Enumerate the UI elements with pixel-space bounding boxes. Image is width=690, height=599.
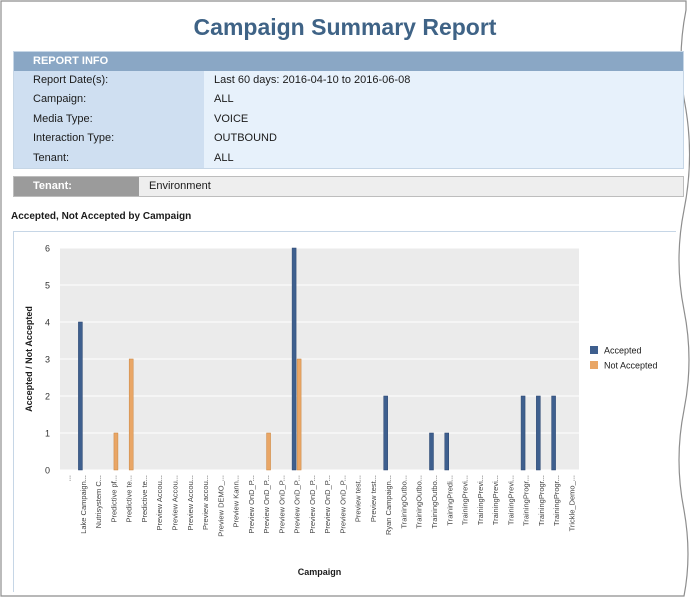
x-tick-label: Preview Kann... <box>232 475 241 528</box>
bar-not-accepted <box>266 432 271 471</box>
bar-not-accepted <box>113 432 119 471</box>
x-tick-label: Predictive te... <box>125 475 134 523</box>
bar-accepted <box>520 395 526 471</box>
bar-accepted <box>291 247 297 471</box>
page-title: Campaign Summary Report <box>193 14 497 40</box>
report-info-value: ALL <box>204 90 683 110</box>
y-tick-label: 0 <box>45 466 50 476</box>
y-tick-label: 2 <box>45 392 50 402</box>
report-info-value: VOICE <box>204 109 683 130</box>
report-info-label: Interaction Type: <box>14 129 204 149</box>
tenant-bar: Tenant: Environment <box>13 176 684 197</box>
report-info-row: Media Type: VOICE <box>14 109 683 130</box>
x-tick-label: Preview OnD_P... <box>293 475 302 534</box>
report-info-row: Interaction Type: OUTBOUND <box>14 129 683 149</box>
bar-accepted <box>383 395 388 471</box>
x-tick-label: Preview Accou... <box>186 475 195 530</box>
x-tick-label: Lake Campaign... <box>79 475 88 534</box>
y-tick-label: 4 <box>45 318 50 328</box>
x-tick-label: Preview DEMO_... <box>216 475 225 537</box>
bar-accepted <box>551 395 556 471</box>
legend-swatch <box>590 346 598 354</box>
chart-container: 0 1 2 3 4 5 6... Lake Campaign... Nutrisystem C.… <box>13 231 676 592</box>
y-tick-label: 1 <box>45 429 50 439</box>
x-tick-label: Trickle_Demo_... <box>567 475 576 531</box>
report-info-value: OUTBOUND <box>204 129 683 149</box>
x-axis-title: Campaign <box>298 567 342 577</box>
x-tick-label: TrainingPrevi... <box>476 475 485 525</box>
y-tick-label: 5 <box>45 281 50 291</box>
bar-accepted <box>78 321 83 471</box>
bar-accepted <box>429 432 434 471</box>
x-tick-label: TrainingProgr... <box>537 475 546 526</box>
x-tick-label: Preview OnD_P... <box>262 475 271 534</box>
x-tick-label: ... <box>64 475 73 481</box>
x-tick-label: Preview accou... <box>201 475 210 530</box>
x-tick-label: TrainingOutbo... <box>430 475 439 529</box>
tenant-label: Tenant: <box>14 177 139 196</box>
report-info-row: Report Date(s): Last 60 days: 2016-04-10… <box>14 71 683 91</box>
legend-label: Accepted <box>604 346 642 356</box>
x-tick-label: TrainingProgr... <box>552 475 561 526</box>
x-tick-label: TrainingOutbo... <box>399 475 408 529</box>
report-info-value: Last 60 days: 2016-04-10 to 2016-06-08 <box>204 71 683 91</box>
y-axis-title: Accepted / Not Accepted <box>24 306 34 412</box>
x-tick-label: Preview test... <box>354 475 363 522</box>
report-info-value: ALL <box>204 148 683 168</box>
report-info-row: Campaign: ALL <box>14 90 683 110</box>
report-info-label: Tenant: <box>14 148 204 168</box>
report-info-table: REPORT INFO Report Date(s): Last 60 days… <box>13 51 684 169</box>
bar-chart: 0 1 2 3 4 5 6... Lake Campaign... Nutrisystem C.… <box>24 244 658 578</box>
report-info-header: REPORT INFO <box>14 52 683 71</box>
x-tick-label: Ryan Campaign... <box>384 475 393 535</box>
report-info-label: Report Date(s): <box>14 71 204 91</box>
x-tick-label: Preview OnD_P... <box>277 475 286 534</box>
chart-heading: Accepted, Not Accepted by Campaign <box>11 211 192 222</box>
y-tick-label: 3 <box>45 355 50 365</box>
x-tick-label: Preview OnD_P... <box>338 475 347 534</box>
tenant-value: Environment <box>139 177 683 196</box>
x-tick-label: Preview Accou... <box>170 475 179 530</box>
x-tick-label: Preview Accou... <box>155 475 164 530</box>
x-tick-label: TrainingProgr... <box>522 475 531 526</box>
bar-accepted <box>536 395 541 471</box>
x-tick-label: TrainingPrevi... <box>491 475 500 525</box>
bar-accepted <box>444 432 449 471</box>
bar-not-accepted <box>128 358 134 471</box>
x-tick-label: Nutrisystem C... <box>94 475 103 528</box>
x-tick-label: Preview test... <box>369 475 378 522</box>
legend-label: Not Accepted <box>604 361 658 371</box>
x-tick-label: TrainingPredi... <box>445 475 454 526</box>
report-info-row: Tenant: ALL <box>14 148 683 168</box>
x-tick-label: Preview OnD_P... <box>308 475 317 534</box>
report-info-label: Campaign: <box>14 90 204 110</box>
x-tick-label: Predictive pf... <box>109 475 118 523</box>
report-info-label: Media Type: <box>14 109 204 130</box>
x-tick-label: Preview OnD_P... <box>323 475 332 534</box>
x-tick-label: Preview OnD_P... <box>247 475 256 534</box>
legend-swatch <box>590 361 598 369</box>
x-tick-label: TrainingOutbo... <box>415 475 424 529</box>
y-tick-label: 6 <box>45 244 50 254</box>
x-tick-label: Predictive te... <box>140 475 149 523</box>
x-tick-label: TrainingPrevi... <box>461 475 470 525</box>
bar-not-accepted <box>296 358 302 471</box>
x-tick-label: TrainingPrevi... <box>506 475 515 525</box>
